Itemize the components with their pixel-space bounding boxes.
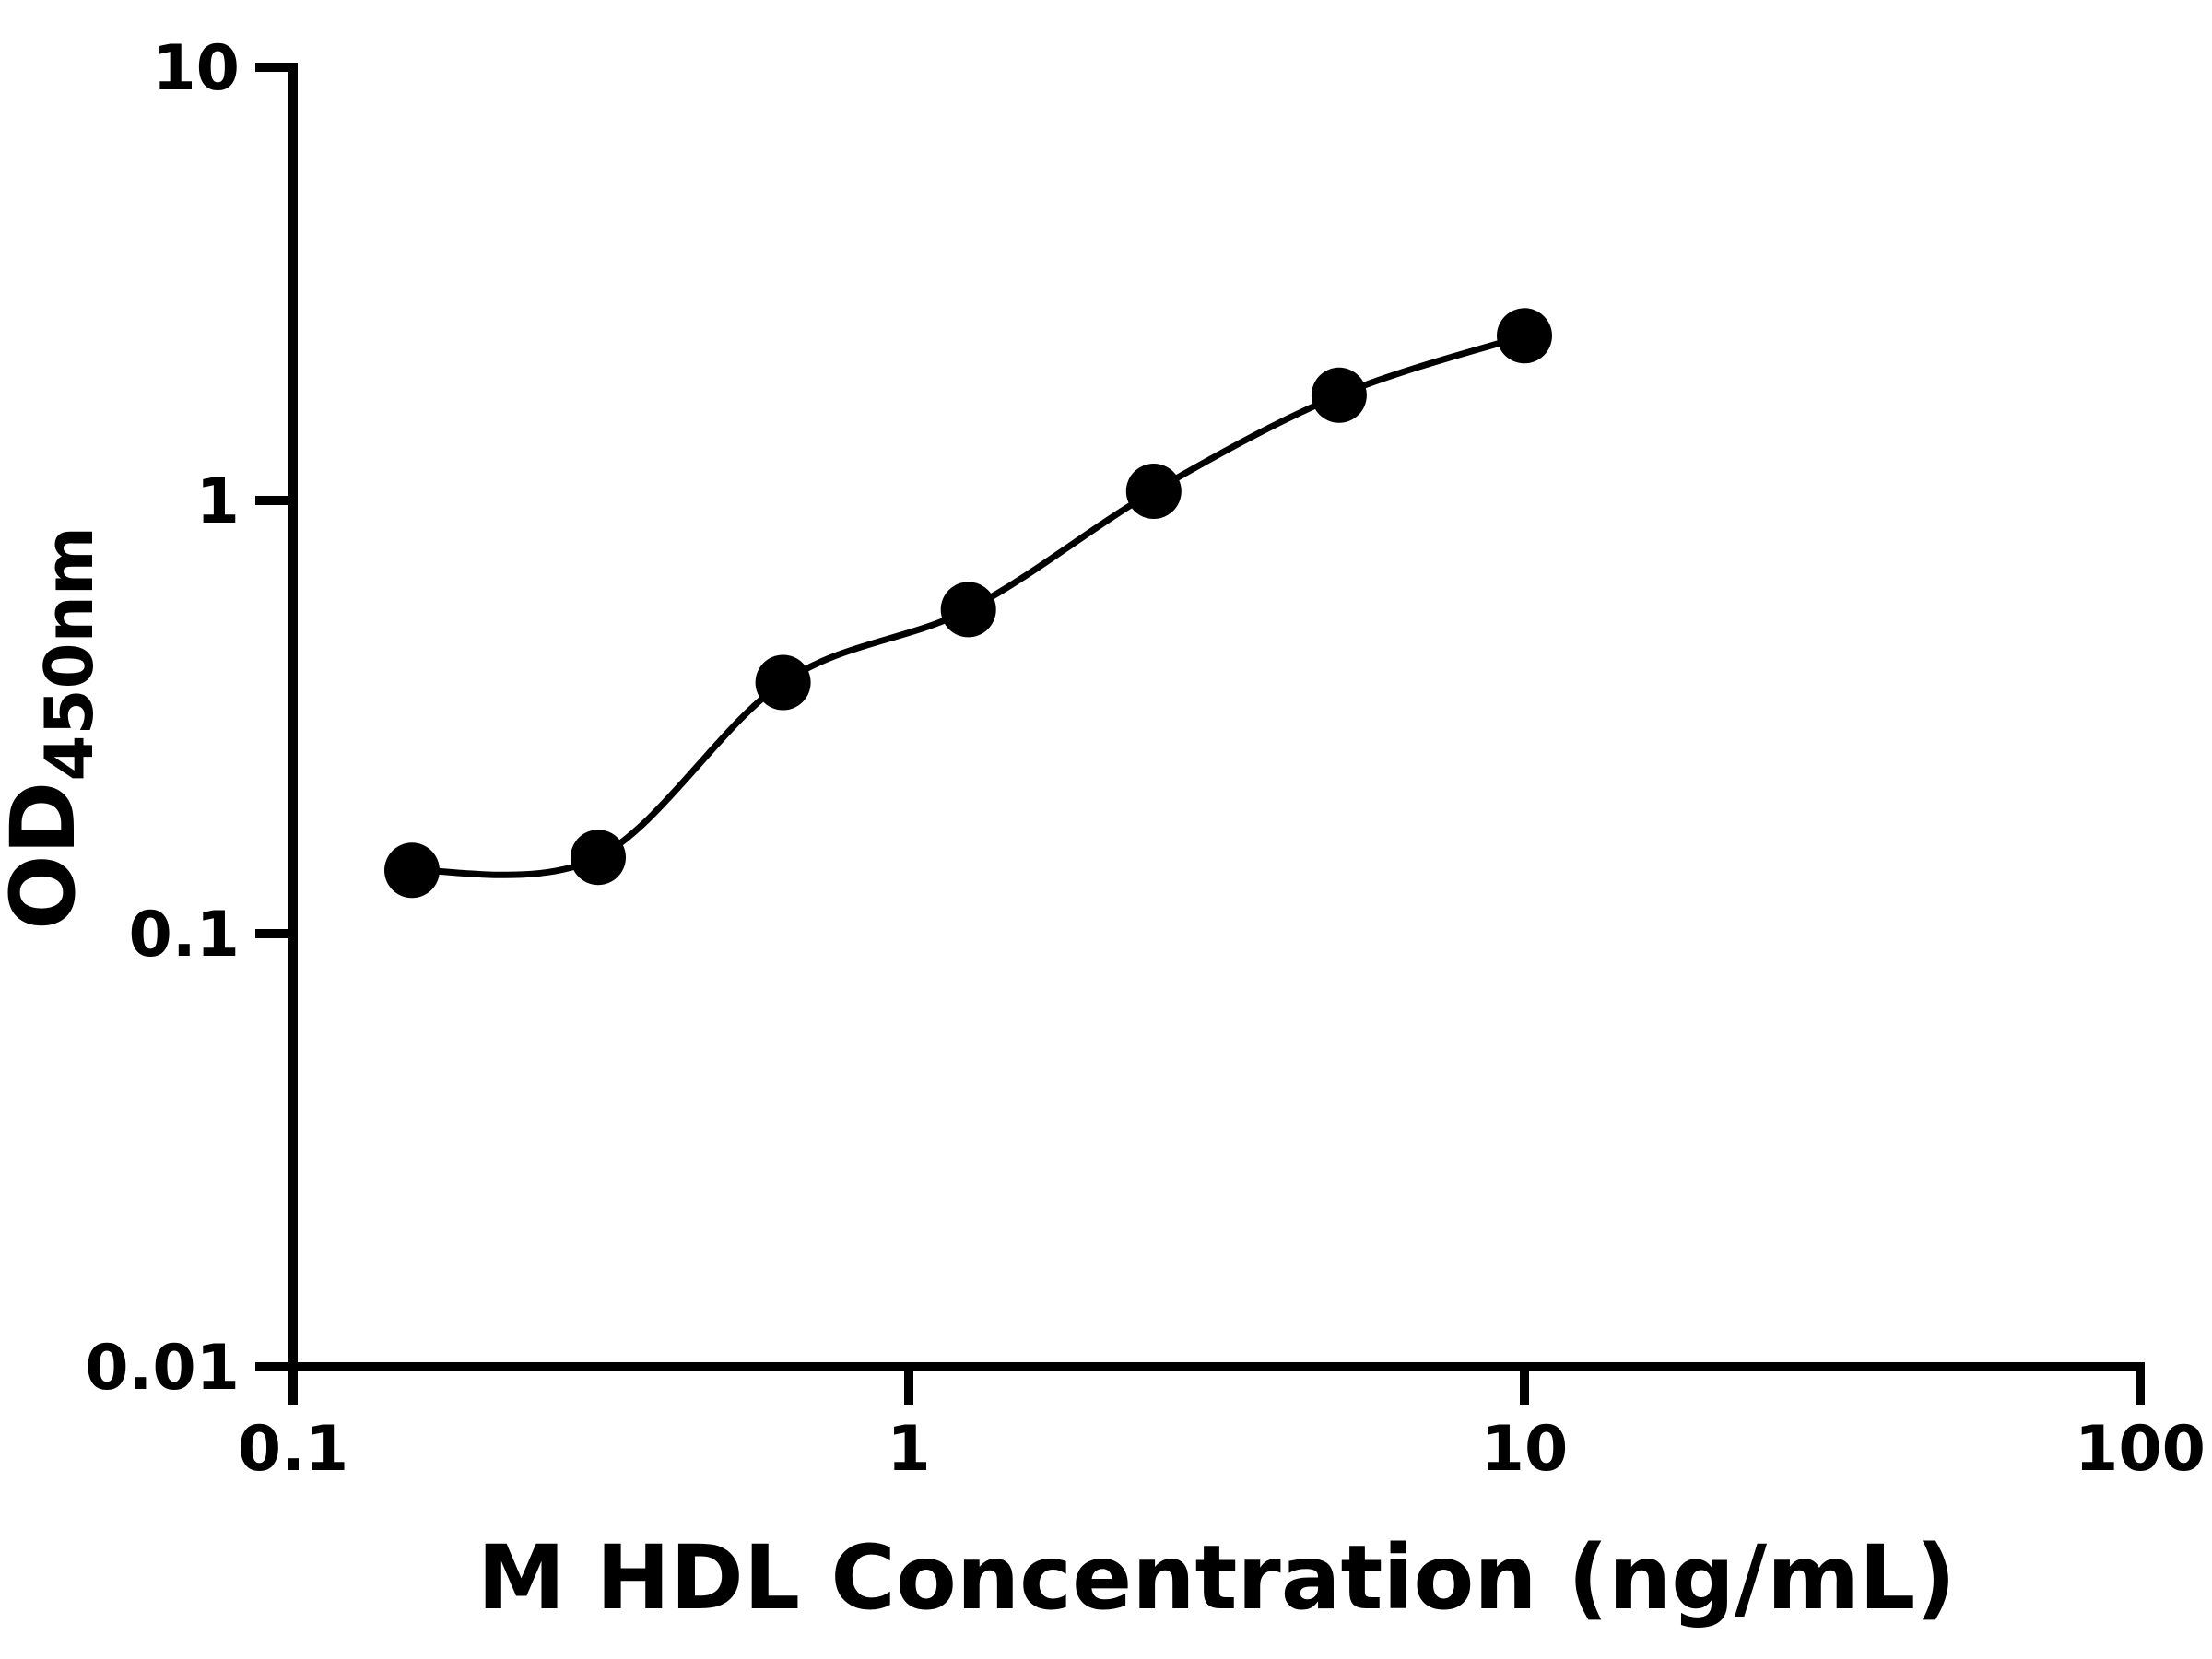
x-axis-title: M HDL Concentration (ng/mL) [477,1526,1956,1630]
data-point [571,830,626,886]
data-point [384,842,440,899]
data-point [1311,367,1367,423]
x-tick-label: 1 [887,1413,930,1486]
data-point [1125,464,1182,519]
y-tick-label: 0.1 [129,899,240,971]
y-axis-title: OD450nm [0,526,108,930]
y-tick-label: 0.01 [85,1332,240,1405]
y-axis-title-main: OD [0,782,95,930]
y-tick-label: 10 [152,32,240,105]
data-point [1497,308,1552,364]
data-point [940,582,996,638]
x-tick-label: 10 [1481,1413,1569,1486]
y-tick-label: 1 [196,465,240,538]
x-tick-label: 100 [2075,1413,2206,1486]
y-axis-title-sub: 450nm [30,526,108,782]
x-tick-label: 0.1 [238,1413,348,1486]
plot-generated-layer: 0.1 1 10 100 0.01 0.1 1 10 [85,32,2206,1486]
axes [255,63,2145,1405]
data-point [755,654,811,711]
